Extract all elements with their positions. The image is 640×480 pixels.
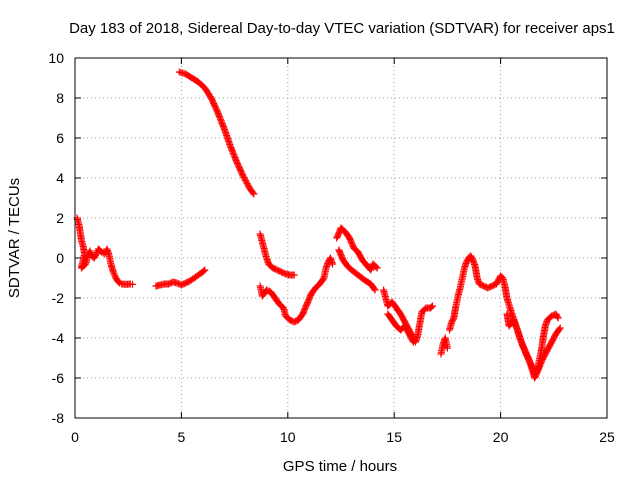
x-tick-label: 25 <box>599 429 615 445</box>
data-point <box>201 266 209 274</box>
data-point <box>427 303 435 311</box>
y-tick-label: 2 <box>56 210 64 226</box>
data-point <box>241 175 249 183</box>
data-point <box>250 190 258 198</box>
series-seg1 <box>73 214 136 288</box>
series-seg3 <box>175 68 258 198</box>
x-axis-title: GPS time / hours <box>283 458 397 475</box>
data-point <box>553 313 561 321</box>
plot-frame <box>74 57 608 419</box>
series-seg7 <box>335 246 379 294</box>
data-point <box>373 264 381 272</box>
data-point <box>371 286 379 294</box>
y-axis-title: SDTVAR / TECUs <box>6 178 23 298</box>
data-point <box>554 314 562 322</box>
x-tick-label: 10 <box>280 429 296 445</box>
data-marks <box>73 68 564 382</box>
data-point <box>409 337 417 345</box>
data-point <box>242 177 249 184</box>
data-point <box>92 250 100 258</box>
chart-title: Day 183 of 2018, Sidereal Day-to-day VTE… <box>69 20 615 37</box>
data-point <box>92 251 100 259</box>
data-point <box>200 267 208 275</box>
data-point <box>239 172 247 180</box>
data-point <box>370 285 378 293</box>
y-tick-label: -6 <box>52 370 65 386</box>
data-point <box>409 338 417 346</box>
data-point <box>329 260 336 268</box>
y-tick-label: 10 <box>48 50 64 66</box>
data-point <box>86 247 94 255</box>
data-point <box>249 189 257 197</box>
y-tick-labels: -8 -6 -4 -2 0 2 4 6 8 10 <box>48 50 64 426</box>
data-point <box>556 324 564 332</box>
series-seg9 <box>384 310 417 346</box>
grid <box>75 58 607 418</box>
data-point <box>244 181 252 189</box>
series-seg12 <box>503 310 564 382</box>
series-seg2 <box>152 266 209 290</box>
data-point <box>443 344 451 352</box>
y-tick-label: -8 <box>52 410 65 426</box>
data-point <box>542 321 550 328</box>
y-tick-label: 0 <box>56 250 64 266</box>
data-point <box>290 271 298 279</box>
data-point <box>111 271 119 279</box>
data-point <box>243 180 251 187</box>
x-tick-label: 20 <box>493 429 509 445</box>
x-tick-label: 15 <box>386 429 402 445</box>
x-tick-label: 5 <box>178 429 186 445</box>
y-tick-label: -4 <box>52 330 65 346</box>
data-point <box>240 174 248 181</box>
data-point <box>555 325 563 333</box>
data-point <box>109 268 117 276</box>
x-tick-labels: 0 5 10 15 20 25 <box>71 429 615 445</box>
data-point <box>242 178 250 186</box>
series-seg10 <box>437 334 451 358</box>
data-point <box>110 270 118 278</box>
x-tick-label: 0 <box>71 429 79 445</box>
series-seg4 <box>256 230 298 279</box>
data-point <box>429 302 436 310</box>
data-point <box>87 249 95 257</box>
y-tick-label: 6 <box>56 130 64 146</box>
series-seg6 <box>333 224 381 274</box>
y-tick-label: 8 <box>56 90 64 106</box>
data-point <box>526 359 534 367</box>
series-seg5 <box>256 254 336 326</box>
y-tick-label: -2 <box>52 290 65 306</box>
y-tick-label: 4 <box>56 170 64 186</box>
data-point <box>372 263 380 271</box>
data-point <box>129 280 136 288</box>
